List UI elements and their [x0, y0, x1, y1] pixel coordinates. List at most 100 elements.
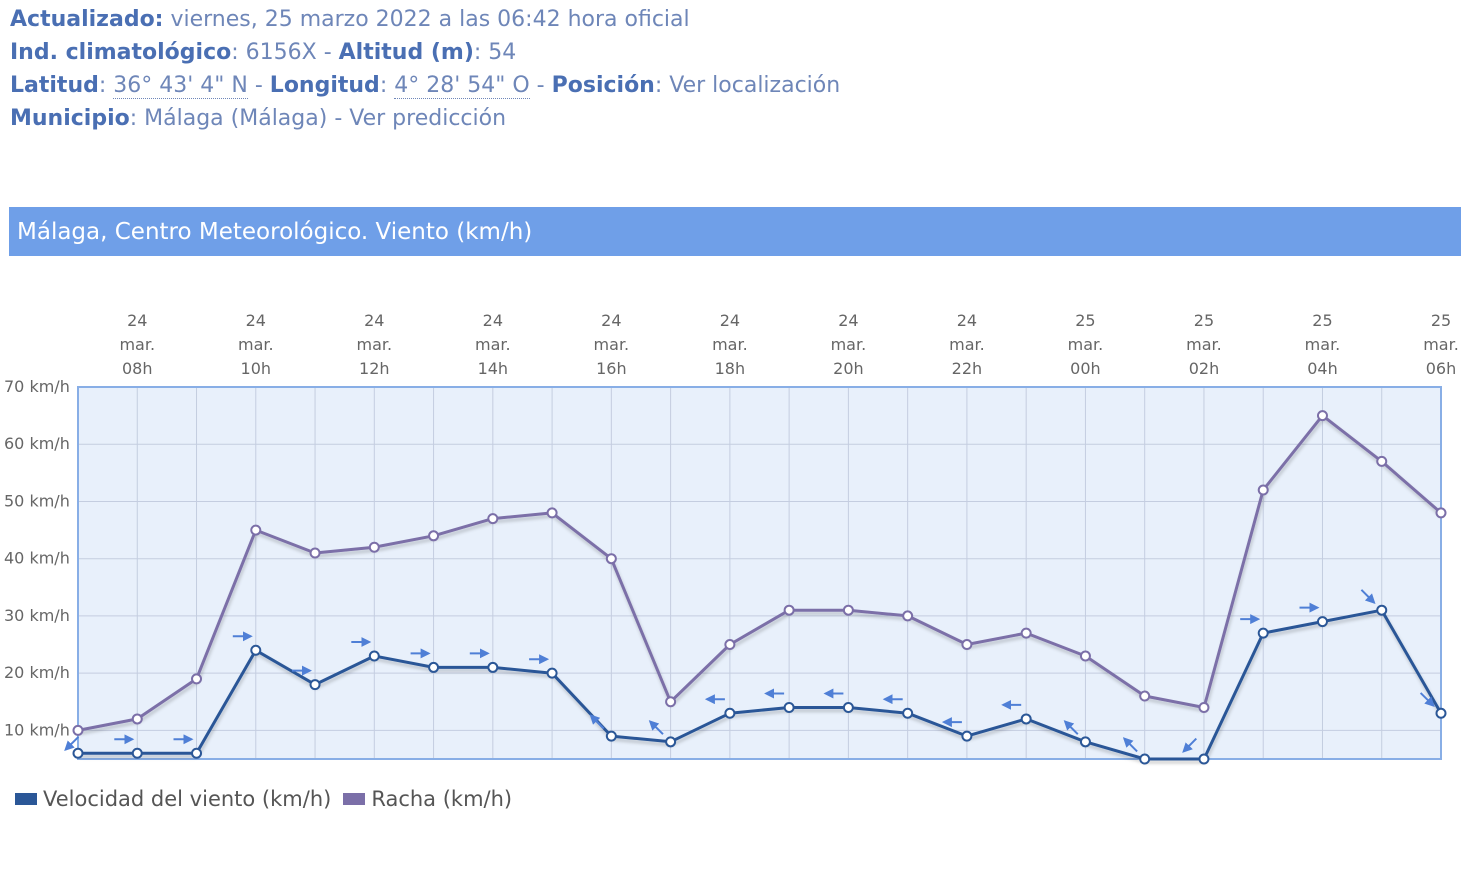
data-point-speed	[724, 707, 736, 719]
data-point-gust	[1079, 650, 1091, 662]
legend-swatch-speed	[15, 793, 37, 805]
lon-sep2: :	[379, 73, 395, 98]
y-tick-label: 60 km/h	[4, 434, 70, 453]
data-point-speed	[72, 747, 84, 759]
y-tick-label: 20 km/h	[4, 663, 70, 682]
data-point-speed	[250, 644, 262, 656]
chart-title-banner: Málaga, Centro Meteorológico. Viento (km…	[9, 207, 1461, 256]
data-point-speed	[605, 730, 617, 742]
data-point-speed	[1079, 736, 1091, 748]
data-point-speed	[487, 661, 499, 673]
data-point-speed	[1257, 627, 1269, 639]
longitude-label: Longitud	[269, 73, 380, 98]
data-point-gust	[1316, 410, 1328, 422]
municipality-line: Municipio: Málaga (Málaga) - Ver predicc…	[10, 102, 840, 135]
x-tick-label: mar.	[357, 335, 393, 354]
municipality-label: Municipio	[10, 106, 130, 131]
data-point-gust	[842, 604, 854, 616]
x-tick-label: 25	[1431, 311, 1451, 330]
mun-sep2: -	[327, 106, 350, 131]
data-point-gust	[250, 524, 262, 536]
x-tick-label: 08h	[122, 359, 153, 378]
data-point-gust	[1020, 627, 1032, 639]
wind-direction-arrow-icon	[1419, 692, 1435, 708]
data-point-gust	[1139, 690, 1151, 702]
data-point-speed	[368, 650, 380, 662]
pos-sep2: :	[654, 73, 670, 98]
latitude-label: Latitud	[10, 73, 99, 98]
data-point-gust	[783, 604, 795, 616]
x-tick-label: 24	[720, 311, 740, 330]
data-point-gust	[724, 639, 736, 651]
data-point-speed	[902, 707, 914, 719]
legend-item-speed[interactable]: Velocidad del viento (km/h)	[15, 787, 331, 811]
y-tick-label: 10 km/h	[4, 720, 70, 739]
latitude-value: 36° 43' 4" N	[113, 73, 248, 99]
x-tick-label: mar.	[119, 335, 155, 354]
data-point-speed	[546, 667, 558, 679]
x-tick-label: mar.	[475, 335, 511, 354]
data-point-gust	[368, 541, 380, 553]
legend-item-gust[interactable]: Racha (km/h)	[343, 787, 512, 811]
wind-direction-arrow-icon	[1063, 720, 1079, 735]
data-point-speed	[842, 701, 854, 713]
series-line-gust	[77, 414, 1442, 732]
data-point-speed	[1316, 616, 1328, 628]
x-tick-label: 24	[838, 311, 858, 330]
y-tick-label: 40 km/h	[4, 549, 70, 568]
x-tick-label: mar.	[831, 335, 867, 354]
updated-line: Actualizado: viernes, 25 marzo 2022 a la…	[10, 3, 840, 36]
x-tick-label: 20h	[833, 359, 864, 378]
updated-label: Actualizado:	[10, 7, 164, 32]
data-point-gust	[487, 513, 499, 525]
x-tick-label: mar.	[1423, 335, 1459, 354]
wind-direction-arrow-icon	[589, 714, 605, 730]
clim-label: Ind. climatológico	[10, 40, 232, 65]
data-point-speed	[961, 730, 973, 742]
lon-sep: -	[247, 73, 270, 98]
station-info: Actualizado: viernes, 25 marzo 2022 a la…	[10, 3, 840, 135]
x-tick-label: mar.	[1068, 335, 1104, 354]
plot-background	[78, 387, 1441, 759]
longitude-value: 4° 28' 54" O	[394, 73, 530, 99]
x-tick-label: 12h	[359, 359, 390, 378]
chart-legend: Velocidad del viento (km/h) Racha (km/h)	[15, 787, 512, 811]
wind-direction-arrow-icon	[1122, 737, 1138, 753]
x-tick-label: 24	[601, 311, 621, 330]
x-tick-label: 16h	[596, 359, 627, 378]
plot-border	[77, 386, 1442, 760]
x-tick-label: mar.	[712, 335, 748, 354]
x-tick-label: 14h	[478, 359, 509, 378]
ver-prediccion-link[interactable]: Ver predicción	[349, 106, 507, 131]
data-point-gust	[1198, 701, 1210, 713]
ver-localizacion-link[interactable]: Ver localización	[669, 73, 841, 98]
altitude-label: Altitud (m)	[338, 40, 474, 65]
wind-direction-arrow-icon	[648, 720, 664, 735]
wind-direction-arrow-icon	[1360, 589, 1376, 605]
mun-sep: :	[129, 106, 145, 131]
data-point-speed	[1198, 753, 1210, 765]
data-point-speed	[191, 747, 203, 759]
x-tick-label: 04h	[1307, 359, 1338, 378]
legend-swatch-gust	[343, 793, 366, 805]
x-tick-label: 00h	[1070, 359, 1101, 378]
data-point-gust	[191, 673, 203, 685]
updated-value: viernes, 25 marzo 2022 a las 06:42 hora …	[170, 7, 690, 32]
legend-label-gust: Racha (km/h)	[371, 787, 513, 811]
data-point-gust	[605, 553, 617, 565]
data-point-gust	[131, 713, 143, 725]
position-label: Posición	[551, 73, 655, 98]
data-point-gust	[1435, 507, 1447, 519]
wind-direction-arrow-icon	[64, 736, 80, 752]
y-tick-label: 30 km/h	[4, 606, 70, 625]
data-point-gust	[309, 547, 321, 559]
x-tick-label: 24	[483, 311, 503, 330]
x-tick-label: 25	[1312, 311, 1332, 330]
data-point-speed	[1139, 753, 1151, 765]
data-point-speed	[1020, 713, 1032, 725]
x-tick-label: mar.	[949, 335, 985, 354]
wind-chart: 10 km/h 20 km/h 30 km/h 40 km/h 50 km/h 60 km…	[4, 311, 1459, 765]
data-point-speed	[309, 679, 321, 691]
x-tick-label: 10h	[241, 359, 272, 378]
data-point-speed	[1435, 707, 1447, 719]
